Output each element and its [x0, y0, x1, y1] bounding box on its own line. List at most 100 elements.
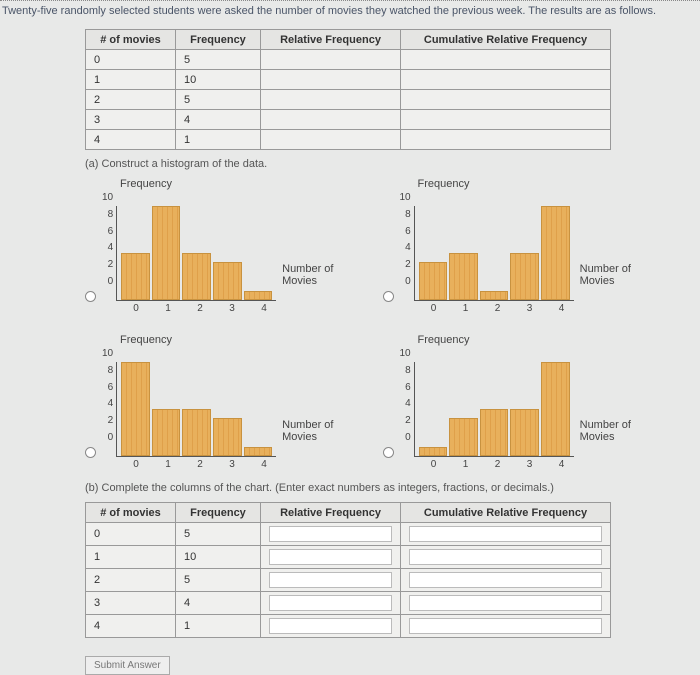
- plot-area: [116, 206, 276, 301]
- chart-y-title: Frequency: [120, 178, 333, 190]
- x-axis-label: Number ofMovies: [282, 263, 333, 287]
- bar: [121, 253, 150, 300]
- table-row: 25: [86, 569, 611, 592]
- cumfreq-input[interactable]: [409, 595, 602, 611]
- bar: [541, 362, 570, 456]
- table-row: 110: [86, 546, 611, 569]
- table-cell: [261, 50, 401, 70]
- table-cell: [401, 50, 611, 70]
- chart-radio-A[interactable]: [85, 291, 96, 302]
- table-cell: 0: [86, 523, 176, 546]
- x-axis-label: Number ofMovies: [282, 419, 333, 443]
- x-axis-label: Number ofMovies: [580, 419, 631, 443]
- table-cell: 5: [176, 523, 261, 546]
- data-table-2: # of movies Frequency Relative Frequency…: [85, 502, 611, 638]
- th2-movies: # of movies: [86, 503, 176, 523]
- table-cell: 1: [176, 615, 261, 638]
- relfreq-input[interactable]: [269, 595, 392, 611]
- table-row: 41: [86, 615, 611, 638]
- table-row: 41: [86, 130, 611, 150]
- bar: [213, 418, 242, 456]
- th-cumfreq: Cumulative Relative Frequency: [401, 30, 611, 50]
- table-row: 05: [86, 523, 611, 546]
- chart-y-title: Frequency: [418, 178, 631, 190]
- submit-button[interactable]: Submit Answer: [85, 656, 170, 675]
- bar: [510, 409, 539, 456]
- bar: [182, 253, 211, 300]
- th-relfreq: Relative Frequency: [261, 30, 401, 50]
- plot-area: [116, 362, 276, 457]
- table-cell: 1: [86, 546, 176, 569]
- table-row: 34: [86, 110, 611, 130]
- plot-area: [414, 362, 574, 457]
- table-cell: [401, 110, 611, 130]
- relfreq-input[interactable]: [269, 618, 392, 634]
- table-cell: [261, 90, 401, 110]
- cumfreq-input[interactable]: [409, 618, 602, 634]
- chart-radio-C[interactable]: [85, 447, 96, 458]
- table-cell: 4: [86, 615, 176, 638]
- part-a-label: (a) Construct a histogram of the data.: [85, 158, 640, 170]
- table-cell: 4: [176, 592, 261, 615]
- table-row: 25: [86, 90, 611, 110]
- bar: [419, 447, 448, 456]
- table-cell: 5: [176, 90, 261, 110]
- chart-radio-D[interactable]: [383, 447, 394, 458]
- x-axis-label: Number ofMovies: [580, 263, 631, 287]
- th2-cumfreq: Cumulative Relative Frequency: [401, 503, 611, 523]
- table-cell: 2: [86, 569, 176, 592]
- table-cell: 10: [176, 70, 261, 90]
- bar: [213, 262, 242, 300]
- table-cell: [401, 130, 611, 150]
- bar: [152, 206, 181, 300]
- th2-relfreq: Relative Frequency: [261, 503, 401, 523]
- bar: [541, 206, 570, 300]
- cumfreq-input[interactable]: [409, 572, 602, 588]
- table-cell: 4: [86, 130, 176, 150]
- th2-freq: Frequency: [176, 503, 261, 523]
- bar: [449, 418, 478, 456]
- table-cell: 2: [86, 90, 176, 110]
- chart-y-title: Frequency: [418, 334, 631, 346]
- th-movies: # of movies: [86, 30, 176, 50]
- relfreq-input[interactable]: [269, 526, 392, 542]
- bar: [244, 291, 273, 300]
- y-axis: 1086420: [400, 348, 414, 443]
- bar: [480, 291, 509, 300]
- cumfreq-input[interactable]: [409, 549, 602, 565]
- table-cell: [401, 90, 611, 110]
- part-b-label: (b) Complete the columns of the chart. (…: [85, 482, 640, 494]
- x-axis: 01234: [120, 301, 280, 314]
- question-text: Twenty-five randomly selected students w…: [0, 0, 700, 21]
- cumfreq-input[interactable]: [409, 526, 602, 542]
- bar: [182, 409, 211, 456]
- relfreq-input[interactable]: [269, 549, 392, 565]
- plot-area: [414, 206, 574, 301]
- x-axis: 01234: [418, 457, 578, 470]
- bar: [510, 253, 539, 300]
- table-cell: 5: [176, 50, 261, 70]
- bar: [244, 447, 273, 456]
- table-cell: 3: [86, 110, 176, 130]
- chart-y-title: Frequency: [120, 334, 333, 346]
- table-cell: [261, 70, 401, 90]
- table-cell: 3: [86, 592, 176, 615]
- table-cell: 1: [86, 70, 176, 90]
- bar: [152, 409, 181, 456]
- bar: [121, 362, 150, 456]
- bar: [449, 253, 478, 300]
- th-freq: Frequency: [176, 30, 261, 50]
- y-axis: 1086420: [102, 192, 116, 287]
- table-row: 110: [86, 70, 611, 90]
- chart-radio-B[interactable]: [383, 291, 394, 302]
- relfreq-input[interactable]: [269, 572, 392, 588]
- y-axis: 1086420: [400, 192, 414, 287]
- table-cell: 10: [176, 546, 261, 569]
- x-axis: 01234: [418, 301, 578, 314]
- x-axis: 01234: [120, 457, 280, 470]
- data-table-1: # of movies Frequency Relative Frequency…: [85, 29, 611, 150]
- table-cell: 4: [176, 110, 261, 130]
- table-cell: [261, 130, 401, 150]
- table-row: 05: [86, 50, 611, 70]
- bar: [480, 409, 509, 456]
